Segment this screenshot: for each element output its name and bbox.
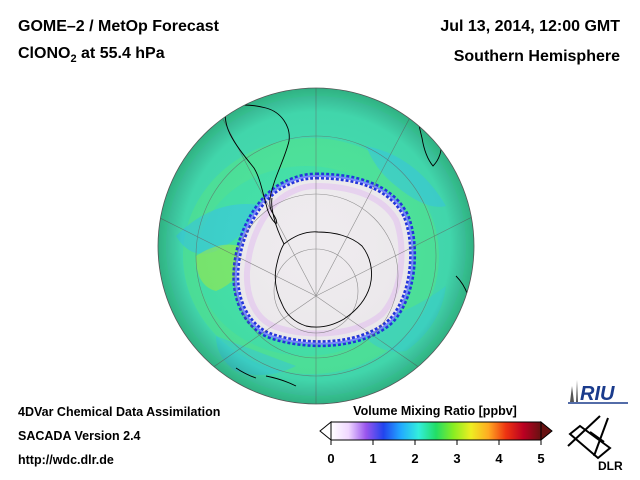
colorbar-tick-label: 2 bbox=[411, 451, 418, 466]
riu-logo-text: RIU bbox=[580, 383, 615, 405]
colorbar-tick-label: 3 bbox=[453, 451, 460, 466]
colorbar-ticks: 0 1 2 3 4 5 bbox=[327, 440, 545, 466]
species-subscript: 2 bbox=[70, 53, 77, 66]
dlr-plane-icon bbox=[567, 415, 612, 460]
riu-tower-icon bbox=[570, 380, 578, 402]
assimilation-label: 4DVar Chemical Data Assimilation bbox=[18, 405, 221, 419]
species-name: ClONO bbox=[18, 45, 71, 62]
pressure-level: at 55.4 hPa bbox=[76, 45, 165, 62]
version-label: SACADA Version 2.4 bbox=[18, 429, 141, 443]
dlr-logo: DLR bbox=[567, 415, 623, 473]
colorbar-tick-label: 4 bbox=[495, 451, 503, 466]
riu-logo: RIU bbox=[568, 380, 628, 405]
colorbar-gradient bbox=[330, 421, 542, 441]
colorbar-tick-label: 5 bbox=[537, 451, 544, 466]
colorbar-min-arrow bbox=[319, 420, 332, 442]
region-label: Southern Hemisphere bbox=[453, 48, 620, 65]
species-title: ClONO2 at 55.4 hPa bbox=[18, 45, 165, 65]
product-title: GOME–2 / MetOp Forecast bbox=[18, 18, 219, 35]
polar-globe-map bbox=[157, 87, 475, 405]
website-link[interactable]: http://wdc.dlr.de bbox=[18, 453, 114, 467]
colorbar-tick-label: 0 bbox=[327, 451, 334, 466]
colorbar-max-arrow bbox=[540, 420, 553, 442]
dlr-logo-text: DLR bbox=[598, 459, 623, 473]
colorbar-tick-label: 1 bbox=[369, 451, 376, 466]
colorbar: 0 1 2 3 4 5 bbox=[319, 420, 553, 466]
colorbar-title: Volume Mixing Ratio [ppbv] bbox=[353, 404, 517, 418]
forecast-datetime: Jul 13, 2014, 12:00 GMT bbox=[440, 18, 620, 35]
